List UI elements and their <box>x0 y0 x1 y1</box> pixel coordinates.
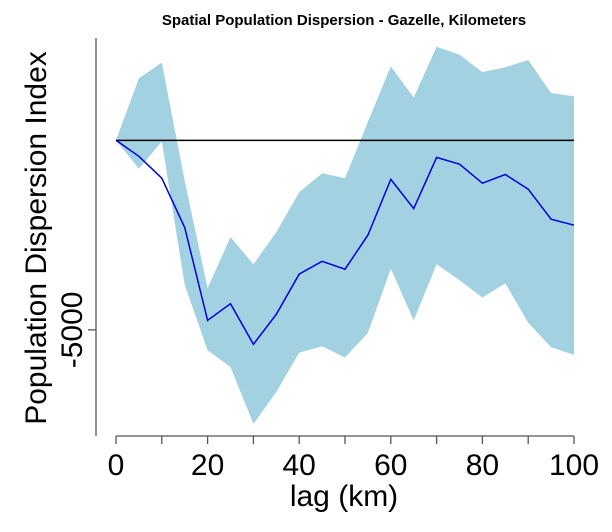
x-tick-label: 100 <box>549 449 599 482</box>
x-tick-label: 80 <box>466 449 499 482</box>
ticks: 0 20 40 60 80 100 -5000 <box>56 292 599 482</box>
x-axis-label: lag (km) <box>290 480 398 513</box>
x-tick-label: 0 <box>108 449 125 482</box>
y-tick-label: -5000 <box>56 292 89 369</box>
plot-area <box>115 46 575 424</box>
x-tick-label: 60 <box>374 449 407 482</box>
x-tick-label: 40 <box>283 449 316 482</box>
confidence-band <box>116 46 574 424</box>
chart-title: Spatial Population Dispersion - Gazelle,… <box>162 12 526 29</box>
x-tick-label: 20 <box>191 449 224 482</box>
series-line <box>115 139 575 346</box>
y-axis-label: Population Dispersion Index <box>20 51 53 425</box>
